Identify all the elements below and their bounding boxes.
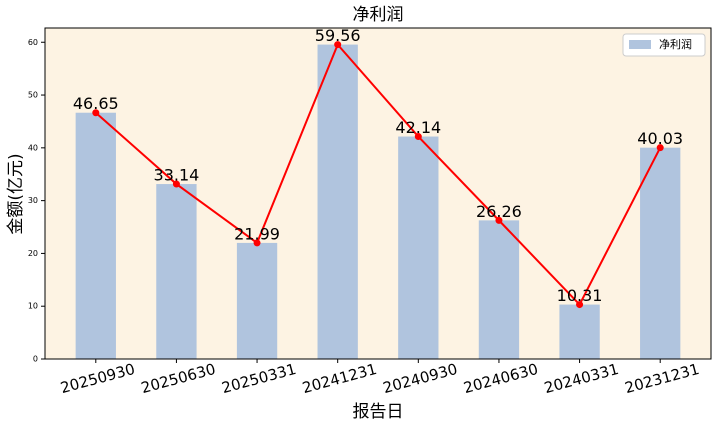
bar — [156, 184, 197, 359]
point — [172, 180, 180, 188]
x-tick-label: 20240331 — [542, 360, 620, 397]
x-tick-label: 20250331 — [220, 360, 298, 397]
data-label: 46.65 — [73, 94, 119, 113]
y-tick-label: 0 — [33, 355, 38, 364]
y-axis-label: 金额(亿元) — [6, 153, 26, 234]
bar — [398, 136, 439, 359]
y-tick-label: 10 — [28, 302, 38, 311]
point — [92, 109, 100, 117]
point — [495, 216, 503, 224]
data-label: 10.31 — [557, 286, 603, 305]
point — [334, 41, 342, 49]
x-axis-label: 报告日 — [353, 402, 404, 422]
data-label: 21.99 — [234, 224, 280, 243]
x-tick-label: 20240630 — [462, 360, 540, 397]
plot-background — [45, 28, 711, 359]
x-tick-label: 20231231 — [623, 360, 701, 397]
y-tick-label: 30 — [28, 196, 38, 205]
bar — [75, 112, 116, 359]
legend-box — [622, 33, 706, 57]
y-tick-label: 20 — [28, 249, 38, 258]
data-label: 59.56 — [315, 26, 361, 45]
bar — [317, 44, 358, 360]
legend-swatch — [629, 40, 651, 49]
bar — [478, 220, 520, 359]
legend-label: 净利润 — [659, 37, 692, 51]
bar — [640, 147, 681, 359]
data-label: 26.26 — [476, 202, 522, 221]
y-tick-label: 60 — [28, 38, 38, 47]
line — [95, 42, 662, 307]
data-label: 33.14 — [154, 166, 200, 185]
plot-frame — [44, 27, 712, 360]
bar — [236, 242, 278, 359]
x-tick-label: 20250930 — [58, 360, 136, 397]
point — [576, 301, 584, 309]
data-label: 42.14 — [395, 118, 441, 137]
point — [656, 144, 664, 152]
chart-title: 净利润 — [353, 5, 404, 25]
data-label: 40.03 — [637, 129, 683, 148]
bar — [559, 304, 600, 359]
x-tick-label: 20240930 — [381, 360, 459, 397]
x-tick-label: 20241231 — [300, 360, 378, 397]
point — [414, 133, 422, 141]
y-tick-label: 50 — [28, 91, 38, 100]
x-tick-label: 20250630 — [139, 360, 217, 397]
y-tick-label: 40 — [28, 143, 38, 152]
point — [253, 239, 261, 247]
